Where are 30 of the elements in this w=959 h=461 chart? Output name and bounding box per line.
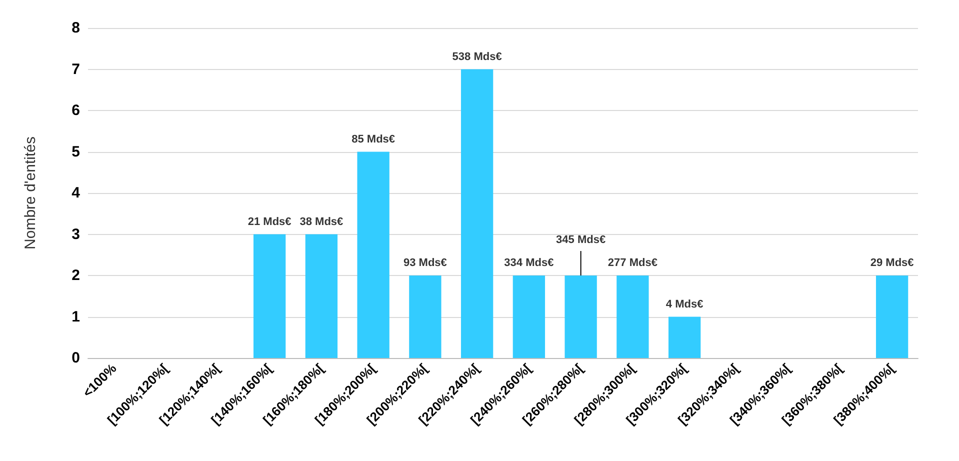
bar	[357, 152, 390, 358]
bar	[668, 316, 701, 358]
annotation: 85 Mds€	[352, 133, 396, 146]
annotation: 334 Mds€	[504, 257, 554, 269]
annotation: 538 Mds€	[452, 50, 502, 63]
bar	[409, 276, 442, 358]
bar	[876, 276, 908, 358]
y-tick-label: 3	[72, 226, 80, 243]
y-tick-label: 1	[72, 308, 80, 326]
bar	[512, 276, 546, 358]
annotation: 4 Mds€	[666, 298, 704, 310]
annotation: 21 Mds€	[248, 216, 292, 228]
y-axis-title: Nombre d'entités	[22, 136, 39, 250]
annotation: 277 Mds€	[608, 257, 658, 269]
bar	[460, 69, 494, 358]
y-tick-label: 6	[72, 102, 80, 119]
annotation: 38 Mds€	[300, 216, 344, 228]
y-tick-label: 4	[72, 184, 81, 202]
y-tick-label: 2	[72, 267, 80, 284]
bar	[305, 234, 338, 358]
annotation: 345 Mds€	[556, 234, 606, 246]
annotation: 93 Mds€	[403, 257, 447, 269]
y-tick-label: 8	[72, 20, 80, 36]
annotation: 29 Mds€	[870, 257, 914, 269]
bar	[253, 234, 286, 358]
bar	[616, 276, 649, 358]
y-tick-label: 0	[72, 350, 80, 366]
bar	[564, 276, 597, 358]
y-tick-label: 5	[72, 143, 80, 160]
y-tick-label: 7	[72, 60, 80, 78]
